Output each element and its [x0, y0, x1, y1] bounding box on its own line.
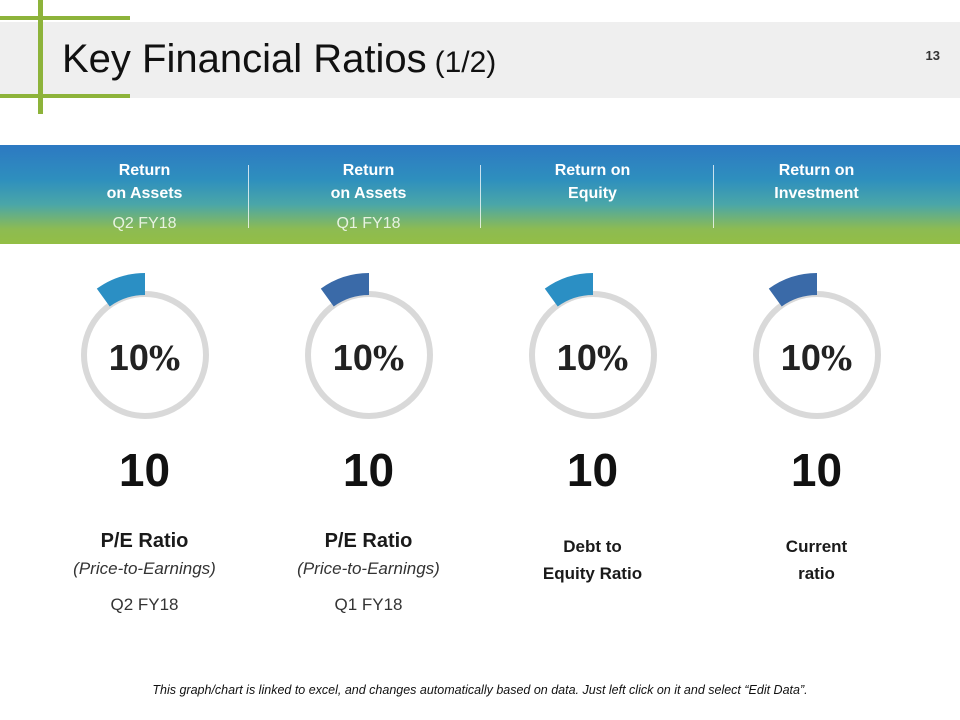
page-title-sub: (1/2): [434, 46, 497, 79]
ratio-label: Current ratio: [700, 533, 933, 587]
band-col-heading-line2: Equity: [568, 185, 617, 202]
ratio-donut-fill: [768, 273, 817, 307]
ratio-value: 10: [790, 444, 843, 496]
band-col-period: Q2 FY18: [112, 215, 177, 232]
band-col-period: Q1 FY18: [336, 215, 401, 232]
ratio-donut[interactable]: [252, 265, 485, 435]
ratio-percent: 10%: [476, 337, 709, 379]
band-separator: [713, 165, 714, 228]
ratio-card-current: 10% 10 Current ratio: [700, 265, 933, 625]
ratio-percent-value: 10: [108, 337, 149, 378]
ratio-percent-value: 10: [556, 337, 597, 378]
ratio-label: P/E Ratio: [324, 530, 413, 552]
ratio-card-pe-q1: 10% 10 P/E Ratio (Price-to-Earnings) Q1 …: [252, 265, 485, 625]
band-separator: [248, 165, 249, 228]
ratio-period: Q2 FY18: [110, 595, 179, 614]
ratio-donut[interactable]: [28, 265, 261, 435]
band-col-roe: Return on Equity: [476, 159, 709, 205]
ratio-percent-symbol: %: [596, 339, 629, 378]
ratio-percent-symbol: %: [372, 339, 405, 378]
band-col-roi: Return on Investment: [700, 159, 933, 205]
band-col-heading-line2: Investment: [774, 185, 859, 202]
ratio-label-line2: ratio: [798, 564, 835, 583]
band-col-heading-line1: Return on: [778, 162, 855, 179]
ratio-period: Q1 FY18: [334, 595, 403, 614]
band-col-heading-line1: Return on: [554, 162, 631, 179]
band-col-heading-line2: on Assets: [106, 185, 183, 202]
ratio-donut-fill: [544, 273, 593, 307]
ratio-percent: 10%: [700, 337, 933, 379]
ratio-label-line1: Debt to: [563, 537, 622, 556]
ratio-percent-symbol: %: [148, 339, 181, 378]
band-col-roa-q1: Return on Assets Q1 FY18: [252, 159, 485, 235]
title-band: [0, 22, 960, 98]
band-col-heading-line1: Return: [342, 162, 395, 179]
ratio-donut-fill: [96, 273, 145, 307]
ratio-donut-fill: [320, 273, 369, 307]
ratio-label-line1: Current: [785, 537, 848, 556]
band-separator: [480, 165, 481, 228]
ratio-label: P/E Ratio: [100, 530, 189, 552]
ratio-percent-symbol: %: [820, 339, 853, 378]
title-decoration-top: [0, 16, 130, 20]
page-title-main: Key Financial Ratios: [62, 37, 427, 81]
page-title: Key Financial Ratios (1/2): [62, 34, 496, 84]
title-decoration-vertical: [38, 0, 43, 114]
band-col-heading-line1: Return: [118, 162, 171, 179]
ratio-label: Debt to Equity Ratio: [476, 533, 709, 587]
ratio-value: 10: [118, 444, 171, 496]
ratio-sublabel: (Price-to-Earnings): [297, 559, 440, 578]
band-col-heading-line2: on Assets: [330, 185, 407, 202]
ratio-card-debt-equity: 10% 10 Debt to Equity Ratio: [476, 265, 709, 625]
ratio-percent-value: 10: [780, 337, 821, 378]
ratio-sublabel: (Price-to-Earnings): [73, 559, 216, 578]
footnote: This graph/chart is linked to excel, and…: [152, 683, 808, 697]
ratio-card-pe-q2: 10% 10 P/E Ratio (Price-to-Earnings) Q2 …: [28, 265, 261, 625]
ratio-label-line2: Equity Ratio: [542, 564, 643, 583]
ratio-percent: 10%: [252, 337, 485, 379]
ratio-percent-value: 10: [332, 337, 373, 378]
ratio-donut[interactable]: [700, 265, 933, 435]
ratio-percent: 10%: [28, 337, 261, 379]
ratio-donut[interactable]: [476, 265, 709, 435]
header-band: Return on Assets Q2 FY18 Return on Asset…: [0, 145, 960, 244]
ratio-value: 10: [342, 444, 395, 496]
title-decoration-bottom: [0, 94, 130, 98]
ratio-value: 10: [566, 444, 619, 496]
page-number: 13: [925, 48, 940, 63]
band-col-roa-q2: Return on Assets Q2 FY18: [28, 159, 261, 235]
